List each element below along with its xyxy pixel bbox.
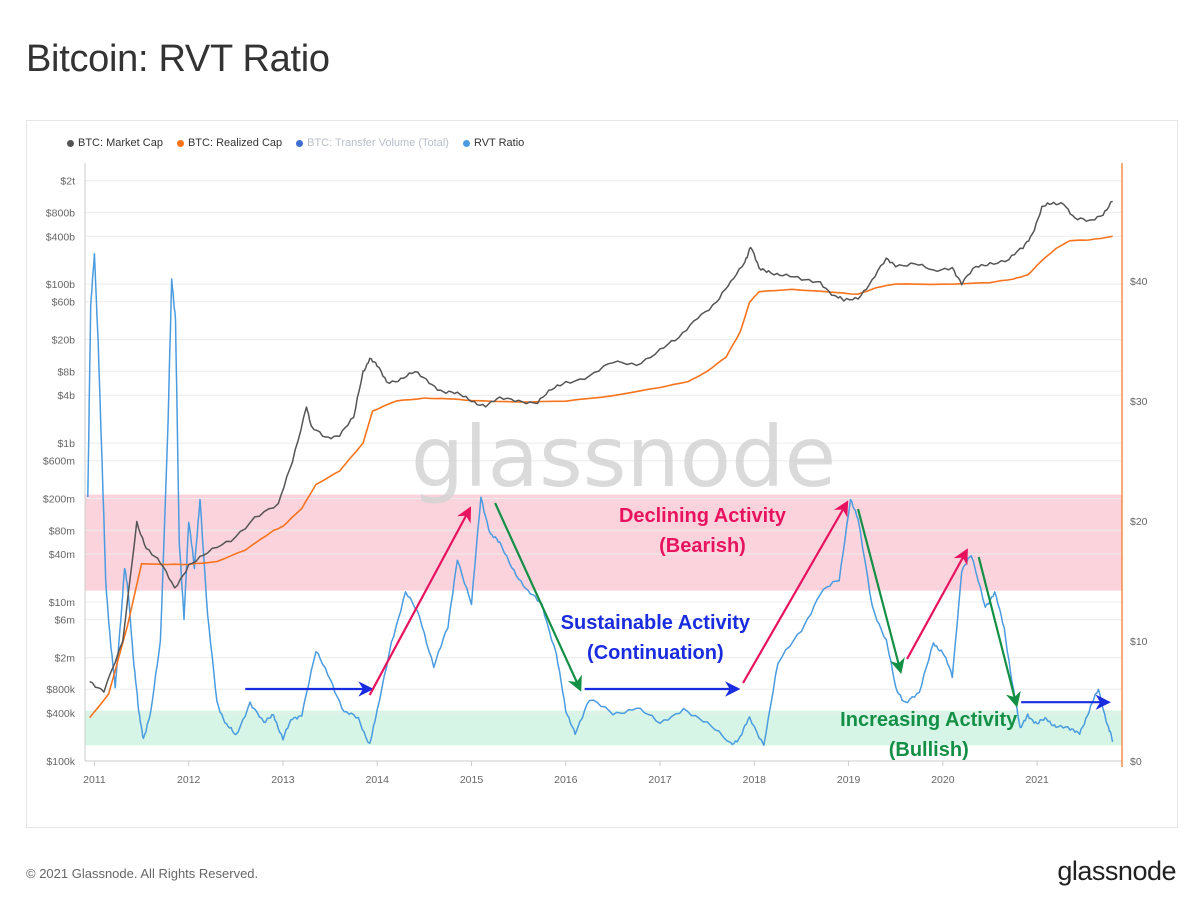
watermark-text: glassnode xyxy=(411,408,836,506)
right-tick-label: $0 xyxy=(1130,756,1142,768)
left-tick-label: $400k xyxy=(46,708,75,720)
legend-item-transfer-volume[interactable]: BTC: Transfer Volume (Total) xyxy=(296,137,449,149)
arrow-declining xyxy=(368,506,472,696)
x-tick-label: 2014 xyxy=(366,774,390,786)
footer-logo[interactable]: glassnode xyxy=(1057,856,1176,886)
left-tick-label: $100b xyxy=(46,279,75,291)
x-tick-label: 2018 xyxy=(743,774,767,786)
left-tick-label: $800k xyxy=(46,684,75,696)
left-tick-label: $200m xyxy=(43,494,75,506)
legend-item-rvt-ratio[interactable]: RVT Ratio xyxy=(462,137,525,149)
annotation-line1: Sustainable Activity xyxy=(561,612,751,634)
left-tick-label: $4b xyxy=(57,390,75,402)
series-line-market-cap xyxy=(89,200,1113,693)
band-bearish xyxy=(85,494,1122,591)
x-tick-label: 2016 xyxy=(554,774,578,786)
legend-item-market-cap[interactable]: BTC: Market Cap xyxy=(67,137,163,149)
arrow-increasing xyxy=(494,502,582,692)
x-tick-label: 2012 xyxy=(177,774,201,786)
legend-label-realized-cap: BTC: Realized Cap xyxy=(187,137,283,149)
annotation-line1: Increasing Activity xyxy=(840,709,1018,731)
left-tick-label: $1b xyxy=(57,438,75,450)
chart-plot[interactable]: $2t $800b $400b $100b $60b $20b $8b $4b $1b $600m… xyxy=(27,121,1177,827)
chart-card: BTC: Market Cap BTC: Realized Cap BTC: T… xyxy=(26,120,1178,828)
left-tick-label: $2t xyxy=(60,176,75,188)
arrow-declining xyxy=(742,500,849,684)
arrow-increasing xyxy=(977,556,1021,708)
series-line-rvt-ratio xyxy=(87,253,1114,746)
legend-dot-transfer-volume xyxy=(296,139,304,147)
right-tick-label: $30 xyxy=(1130,396,1148,408)
left-tick-label: $600m xyxy=(43,456,75,468)
left-tick-label: $6m xyxy=(55,615,76,627)
left-tick-label: $40m xyxy=(49,549,76,561)
x-tick-label: 2021 xyxy=(1025,774,1049,786)
arrow-increasing xyxy=(856,508,905,674)
left-tick-label: $80m xyxy=(49,525,76,537)
left-tick-label: $800b xyxy=(46,207,75,219)
x-tick-label: 2017 xyxy=(648,774,672,786)
annotation-line2: (Bullish) xyxy=(889,739,969,761)
x-tick-label: 2011 xyxy=(83,774,106,786)
arrow-declining xyxy=(906,548,968,660)
legend-dot-rvt-ratio xyxy=(462,139,470,147)
series-line-realized-cap xyxy=(89,235,1113,719)
page-title: Bitcoin: RVT Ratio xyxy=(26,38,330,80)
annotation-line2: (Bearish) xyxy=(659,535,746,557)
x-tick-label: 2020 xyxy=(931,774,955,786)
legend-item-realized-cap[interactable]: BTC: Realized Cap xyxy=(176,137,283,149)
annotation-line1: Declining Activity xyxy=(619,505,787,527)
right-tick-label: $40 xyxy=(1130,276,1148,288)
band-bullish xyxy=(85,710,1122,746)
right-tick-label: $10 xyxy=(1130,636,1148,648)
left-tick-label: $100k xyxy=(46,756,75,768)
legend-label-market-cap: BTC: Market Cap xyxy=(78,137,163,149)
legend-dot-market-cap xyxy=(67,139,74,147)
footer-copyright: © 2021 Glassnode. All Rights Reserved. xyxy=(26,866,259,881)
left-tick-label: $60b xyxy=(52,297,76,309)
left-tick-label: $10m xyxy=(49,597,76,609)
left-tick-label: $2m xyxy=(55,653,76,665)
chart-legend: BTC: Market Cap BTC: Realized Cap BTC: T… xyxy=(67,129,524,157)
legend-label-rvt-ratio: RVT Ratio xyxy=(473,137,525,149)
annotation-line2: (Continuation) xyxy=(587,642,724,664)
x-tick-label: 2019 xyxy=(837,774,861,786)
legend-label-transfer-volume: BTC: Transfer Volume (Total) xyxy=(307,137,449,149)
left-tick-label: $8b xyxy=(57,366,75,378)
left-tick-label: $20b xyxy=(52,335,76,347)
x-tick-label: 2015 xyxy=(460,774,484,786)
left-tick-label: $400b xyxy=(46,231,75,243)
legend-dot-realized-cap xyxy=(176,139,184,147)
x-tick-label: 2013 xyxy=(271,774,295,786)
right-tick-label: $20 xyxy=(1130,516,1148,528)
